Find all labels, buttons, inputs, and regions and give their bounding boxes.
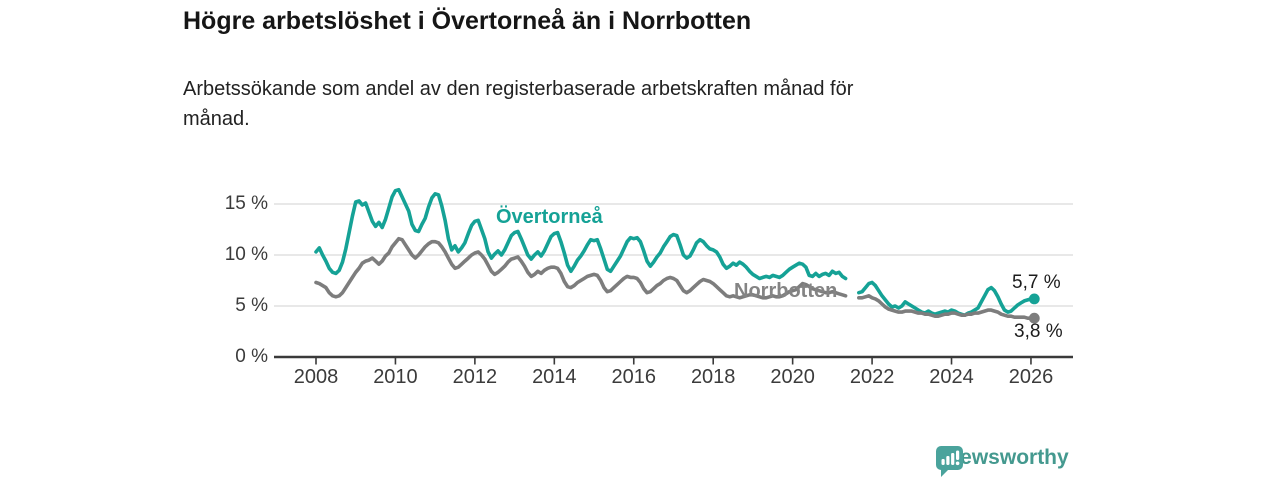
x-tick-label-2010: 2010 — [373, 366, 418, 388]
end-value-norrbotten: 3,8 % — [1014, 321, 1063, 342]
x-tick-label-2024: 2024 — [929, 366, 974, 388]
x-tick-label-2012: 2012 — [452, 366, 498, 388]
y-tick-label-5: 5 % — [235, 295, 268, 316]
y-tick-label-15: 15 % — [224, 193, 268, 214]
chart-subtitle: Arbetssökande som andel av den registerb… — [183, 74, 853, 134]
x-tick-label-2026: 2026 — [1008, 366, 1054, 388]
newsworthy-logo: Newsworthy — [936, 446, 1069, 477]
y-tick-label-10: 10 % — [224, 244, 268, 265]
series-label-norrbotten: Norrbotten — [734, 280, 838, 302]
series-end-dot-overtornea — [1028, 293, 1040, 305]
chart-subtitle-line1: Arbetssökande som andel av den registerb… — [183, 78, 854, 100]
series-label-overtornea: Övertorneå — [496, 206, 603, 228]
end-value-overtornea: 5,7 % — [1012, 272, 1061, 293]
series-end-dot-norrbotten — [1028, 312, 1040, 324]
newsworthy-logo-text: Newsworthy — [945, 446, 1069, 469]
chart-title: Högre arbetslöshet i Övertorneå än i Nor… — [183, 7, 752, 35]
x-tick-label-2014: 2014 — [532, 366, 577, 388]
x-tick-label-2018: 2018 — [690, 366, 736, 388]
y-tick-label-0: 0 % — [235, 346, 268, 367]
series-line-overtornea — [314, 187, 1037, 317]
series-line-norrbotten — [314, 236, 1037, 320]
chart-subtitle-line2: månad. — [183, 108, 250, 130]
x-tick-label-2016: 2016 — [611, 366, 657, 388]
x-tick-label-2020: 2020 — [770, 366, 815, 388]
x-tick-label-2022: 2022 — [849, 366, 895, 388]
x-tick-label-2008: 2008 — [293, 366, 339, 388]
